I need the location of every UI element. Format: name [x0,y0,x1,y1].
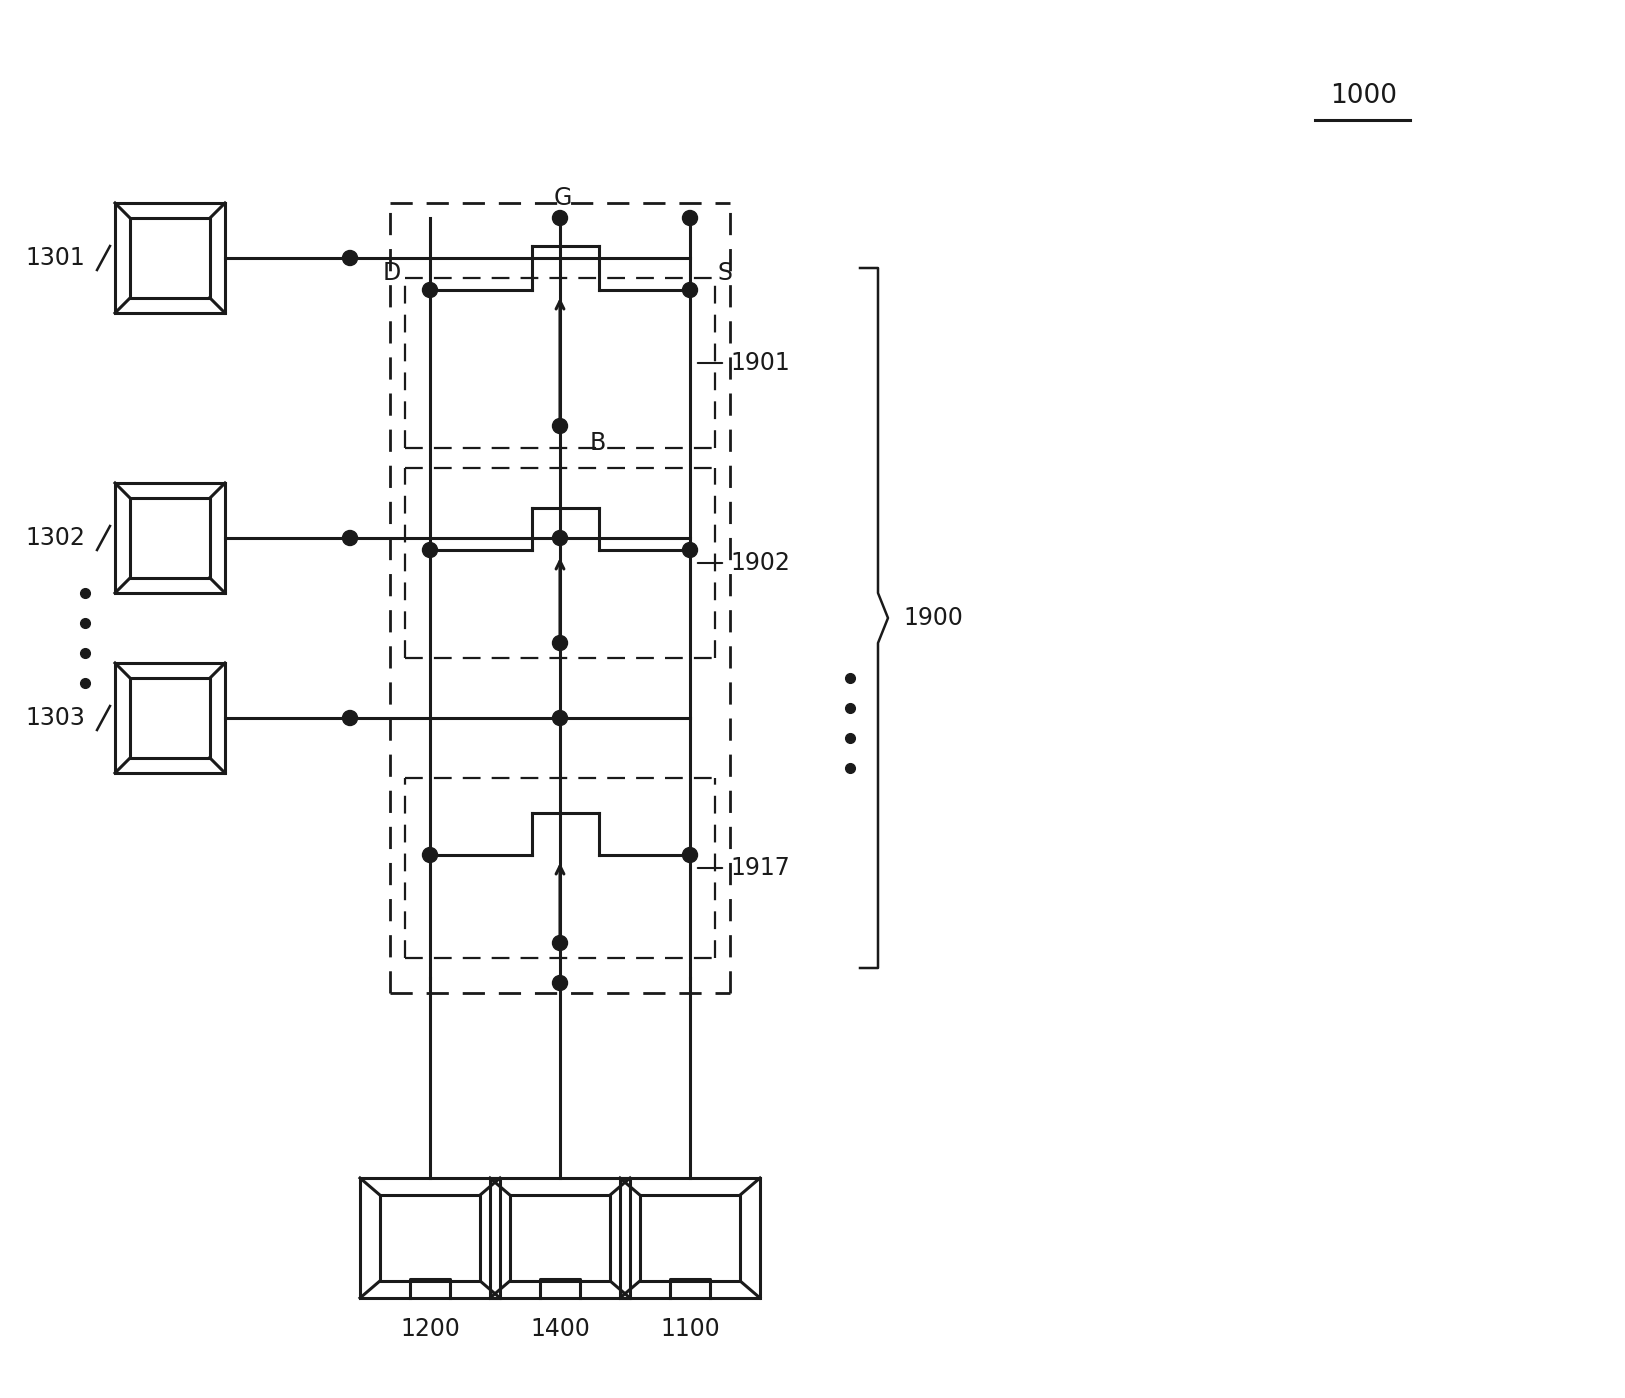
Circle shape [682,211,697,225]
Bar [361,1179,500,1297]
Bar [491,1179,630,1297]
Circle shape [552,935,567,951]
Text: B: B [590,431,606,454]
Circle shape [343,250,358,266]
Circle shape [552,710,567,726]
Bar [115,663,224,773]
Circle shape [682,542,697,558]
Bar [380,1195,481,1281]
Circle shape [682,282,697,298]
Text: 1000: 1000 [1329,82,1398,109]
Circle shape [422,282,437,298]
Text: 1900: 1900 [904,605,964,630]
Bar [115,203,224,313]
Circle shape [422,847,437,863]
Circle shape [343,530,358,545]
Circle shape [552,530,567,545]
Text: 1901: 1901 [730,351,790,375]
Bar [130,218,210,298]
Text: S: S [718,261,733,285]
Bar [115,482,224,593]
Bar [130,678,210,758]
Text: 1902: 1902 [730,551,790,575]
Circle shape [682,847,697,863]
Circle shape [552,418,567,433]
Text: 1200: 1200 [400,1317,460,1341]
Text: 1400: 1400 [530,1317,590,1341]
Text: 1100: 1100 [660,1317,720,1341]
Bar [130,499,210,577]
Bar [621,1179,760,1297]
Text: 1917: 1917 [730,856,790,879]
Circle shape [552,976,567,991]
Circle shape [422,542,437,558]
Bar [640,1195,741,1281]
Text: 1302: 1302 [24,526,84,549]
Circle shape [552,211,567,225]
Circle shape [343,710,358,726]
Bar [510,1195,611,1281]
Text: G: G [554,186,572,210]
Text: 1303: 1303 [24,706,84,730]
Text: D: D [384,261,401,285]
Circle shape [552,636,567,650]
Text: 1301: 1301 [24,246,84,270]
